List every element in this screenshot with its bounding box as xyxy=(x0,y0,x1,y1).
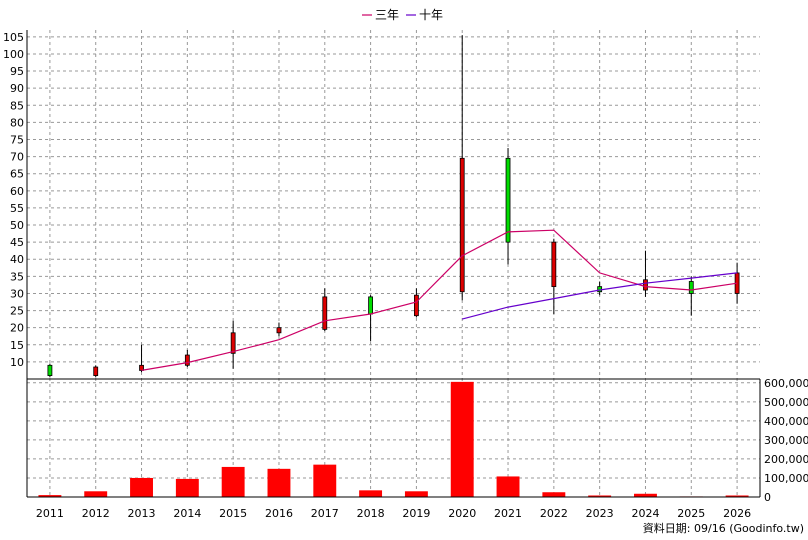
price-tick-label: 35 xyxy=(10,270,24,283)
volume-tick-label: 0 xyxy=(764,491,771,504)
year-tick-label: 2012 xyxy=(82,507,110,520)
price-tick-label: 90 xyxy=(10,82,24,95)
volume-bar xyxy=(404,491,428,497)
candle-body xyxy=(551,241,557,288)
year-tick-label: 2016 xyxy=(265,507,293,520)
volume-bar xyxy=(634,493,657,497)
volume-bar xyxy=(221,466,245,497)
volume-bar xyxy=(38,495,62,497)
year-tick-label: 2025 xyxy=(677,507,705,520)
candle-body xyxy=(230,332,236,354)
candle-body xyxy=(643,279,648,291)
price-tick-label: 80 xyxy=(10,116,24,129)
year-tick-label: 2013 xyxy=(128,507,156,520)
price-tick-label: 30 xyxy=(10,287,24,300)
price-tick-label: 70 xyxy=(10,151,24,164)
price-tick-label: 100 xyxy=(3,48,24,61)
candle-body xyxy=(368,296,373,315)
price-tick-label: 25 xyxy=(10,305,24,318)
volume-axis: 0 100,000 200,000 300,000 400,000 500,000 600,… xyxy=(764,377,808,504)
price-axis: 10 15 20 25 30 35 40 45 50 55 60 65 70 75 80 85 90 95 100 1… xyxy=(3,31,24,369)
year-tick-label: 2019 xyxy=(402,507,430,520)
price-tick-label: 105 xyxy=(3,31,24,44)
volume-bar xyxy=(359,490,383,497)
candle-body xyxy=(322,296,328,330)
candle-body xyxy=(93,366,99,376)
year-tick-label: 2021 xyxy=(494,507,522,520)
price-tick-label: 40 xyxy=(10,253,24,266)
year-tick-label: 2017 xyxy=(311,507,339,520)
plot-frame xyxy=(26,30,761,498)
volume-bar xyxy=(542,492,566,497)
volume-tick-label: 300,000 xyxy=(764,434,808,447)
volume-tick-label: 100,000 xyxy=(764,472,808,485)
volume-tick-label: 200,000 xyxy=(764,453,808,466)
volume-bar xyxy=(450,381,474,497)
volume-tick-label: 500,000 xyxy=(764,396,808,409)
volume-bar xyxy=(725,495,749,497)
legend-label-3yr: 三年 xyxy=(375,8,399,22)
candle-body xyxy=(276,327,282,334)
price-tick-label: 65 xyxy=(10,168,24,181)
volume-bar xyxy=(588,495,612,497)
price-tick-label: 10 xyxy=(10,356,24,369)
candle-body xyxy=(184,354,190,366)
legend: 三年 十年 xyxy=(362,8,443,22)
year-tick-label: 2020 xyxy=(448,507,476,520)
x-axis: 2011 2012 2013 2014 2015 2016 2017 2018 2019 2020… xyxy=(36,507,751,520)
ma-10yr-line xyxy=(462,272,738,320)
candle-body xyxy=(414,294,419,317)
candle-body xyxy=(688,281,694,294)
volume-bar xyxy=(130,477,153,497)
price-tick-label: 55 xyxy=(10,202,24,215)
price-tick-label: 75 xyxy=(10,133,24,146)
volume-bars xyxy=(38,381,749,498)
footer-source: 資料日期: 09/16 (Goodinfo.tw) xyxy=(643,521,804,535)
volume-bar xyxy=(84,491,108,497)
candles xyxy=(47,35,740,378)
volume-bar xyxy=(496,476,520,497)
price-tick-label: 95 xyxy=(10,65,24,78)
year-tick-label: 2023 xyxy=(586,507,614,520)
grid xyxy=(27,30,760,498)
legend-label-10yr: 十年 xyxy=(419,8,443,22)
year-tick-label: 2026 xyxy=(723,507,751,520)
year-tick-label: 2022 xyxy=(540,507,568,520)
year-tick-label: 2018 xyxy=(357,507,385,520)
year-tick-label: 2015 xyxy=(219,507,247,520)
price-tick-label: 60 xyxy=(10,185,24,198)
candle-body xyxy=(459,157,465,293)
price-tick-label: 20 xyxy=(10,322,24,335)
year-tick-label: 2011 xyxy=(36,507,64,520)
year-tick-label: 2024 xyxy=(631,507,659,520)
candle-body xyxy=(47,364,53,376)
moving-average-lines xyxy=(141,229,738,371)
price-tick-label: 85 xyxy=(10,99,24,112)
price-tick-label: 45 xyxy=(10,236,24,249)
candle-body xyxy=(597,286,603,293)
volume-tick-label: 600,000 xyxy=(764,377,808,390)
volume-tick-label: 400,000 xyxy=(764,415,808,428)
candle-body xyxy=(505,157,511,243)
price-tick-label: 15 xyxy=(10,339,24,352)
volume-bar xyxy=(267,468,291,497)
volume-bar xyxy=(175,478,199,497)
volume-bar xyxy=(313,464,337,497)
price-tick-label: 50 xyxy=(10,219,24,232)
year-tick-label: 2014 xyxy=(173,507,201,520)
